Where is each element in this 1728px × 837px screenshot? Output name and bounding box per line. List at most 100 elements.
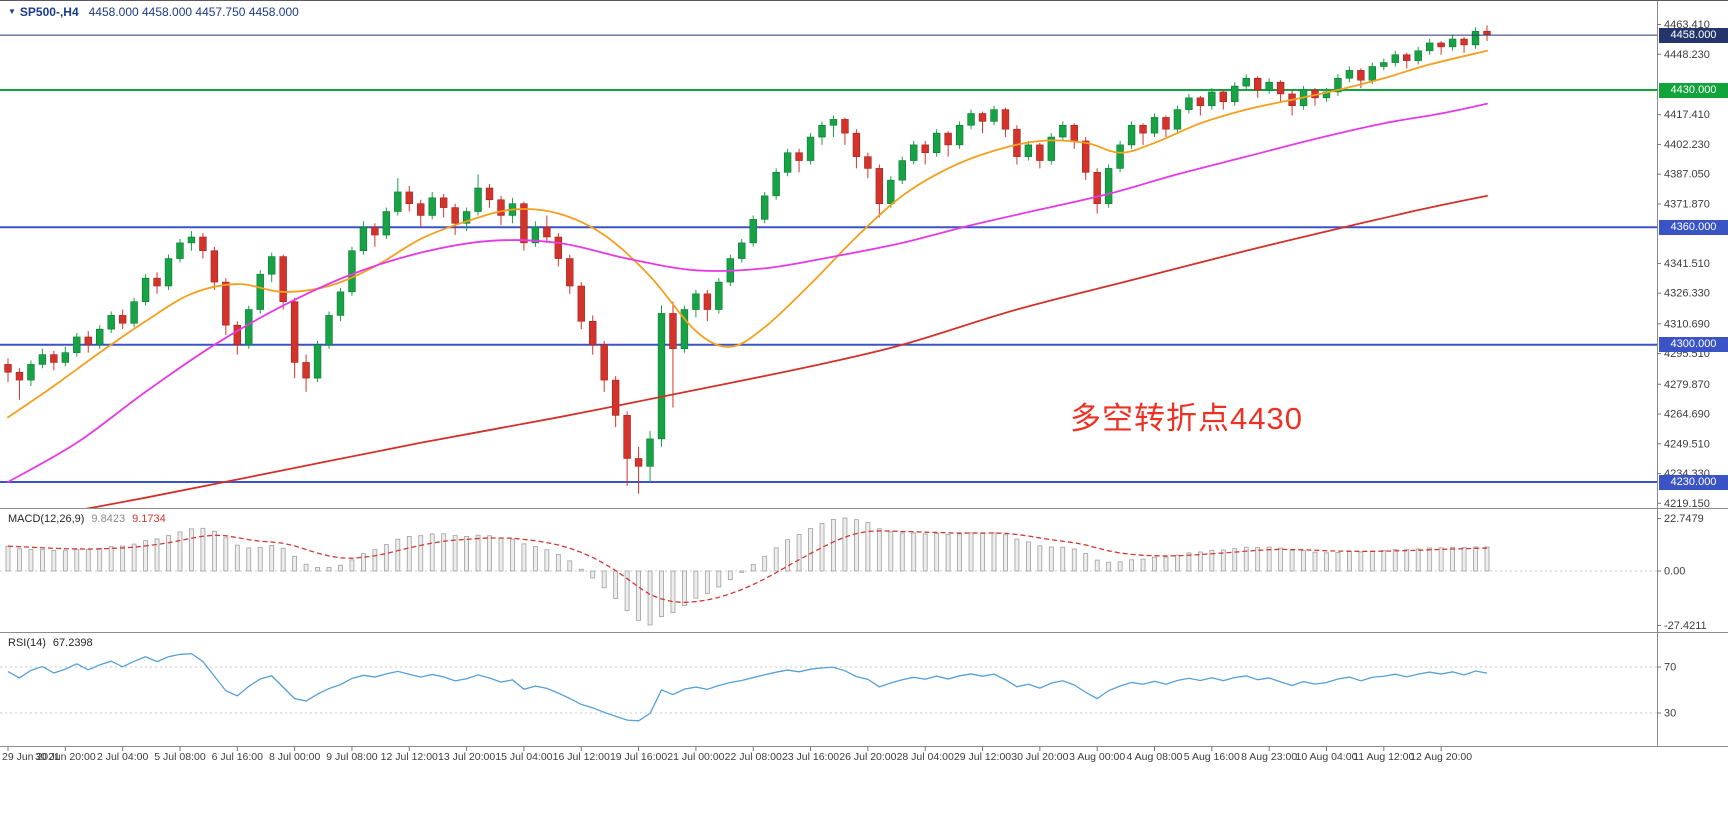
candle — [1036, 144, 1044, 161]
macd-bar — [1106, 561, 1112, 572]
candle — [27, 364, 35, 381]
candle — [783, 152, 792, 173]
time-tick-label: 19 Jul 16:00 — [610, 751, 667, 763]
time-tick-label: 26 Jul 20:00 — [839, 751, 896, 763]
macd-bar — [1243, 546, 1249, 572]
ma-mid-line[interactable] — [7, 102, 1488, 483]
ma-fast-line[interactable] — [7, 49, 1488, 419]
macd-bar — [154, 538, 160, 572]
symbol-dropdown-icon[interactable]: ▼ — [8, 7, 16, 16]
candle — [382, 211, 391, 236]
candle — [1276, 81, 1285, 95]
macd-bar — [1278, 547, 1284, 572]
price-tick-label: 4326.330 — [1664, 288, 1710, 300]
price-badge-4230.000: 4230.000 — [1659, 474, 1728, 490]
candle — [738, 242, 746, 259]
candle — [222, 281, 230, 326]
price-tick-label: 4448.230 — [1664, 49, 1710, 61]
price-tick-label: 4249.510 — [1664, 438, 1710, 450]
ma-slow-line[interactable] — [8, 194, 1488, 523]
macd-bar — [429, 533, 435, 572]
candle — [245, 309, 253, 346]
candle — [1104, 168, 1113, 204]
macd-bar — [1473, 546, 1478, 572]
macd-bar — [1071, 548, 1077, 572]
time-tick-label: 2 Jul 04:00 — [97, 751, 149, 763]
macd-bar — [1083, 553, 1089, 572]
candle — [1093, 172, 1101, 204]
candle — [818, 124, 826, 138]
macd-bar — [28, 549, 34, 572]
price-tick-label: 4310.690 — [1664, 318, 1710, 330]
candle — [1345, 70, 1354, 79]
macd-bar — [464, 535, 470, 572]
main-pane[interactable] — [0, 25, 1657, 523]
macd-bar — [1369, 550, 1375, 572]
candle — [1391, 54, 1399, 63]
candle — [1013, 128, 1021, 157]
macd-bar — [750, 564, 756, 572]
macd-bar — [17, 548, 22, 572]
macd-bar — [980, 532, 985, 572]
macd-indicator-label: MACD(12,26,9) 9.8423 9.1734 — [8, 513, 166, 525]
candle — [1380, 62, 1388, 67]
candle — [1185, 97, 1193, 110]
candle — [577, 285, 585, 322]
candle — [336, 291, 345, 316]
macd-bar — [395, 538, 401, 572]
candle — [634, 458, 643, 467]
candle — [1242, 77, 1250, 87]
candle — [944, 132, 952, 146]
time-tick-label: 16 Jul 12:00 — [553, 751, 610, 763]
candle — [1425, 42, 1434, 52]
candle — [554, 236, 563, 259]
candle — [967, 113, 975, 126]
candle — [1162, 117, 1170, 130]
macd-bar — [223, 537, 229, 572]
macd-scale-label: 22.7479 — [1664, 513, 1704, 525]
macd-bar — [578, 568, 584, 572]
macd-bar — [1014, 538, 1020, 572]
time-tick-label: 22 Jul 08:00 — [725, 751, 782, 763]
macd-bar — [1324, 552, 1329, 572]
candle — [1196, 97, 1205, 106]
price-badge-4430.000: 4430.000 — [1659, 82, 1728, 98]
macd-bar — [1415, 548, 1421, 572]
candle — [439, 197, 448, 208]
macd-bar — [97, 548, 103, 572]
macd-bar — [659, 570, 664, 617]
candle — [1208, 91, 1216, 106]
candle — [313, 344, 322, 379]
macd-bar — [590, 570, 596, 579]
macd-bar — [85, 549, 91, 572]
macd-bar — [1301, 550, 1306, 572]
time-tick-label: 8 Jul 00:00 — [269, 751, 321, 763]
candle — [61, 352, 70, 363]
time-tick-label: 3 Aug 00:00 — [1069, 751, 1125, 763]
macd-bar — [131, 543, 137, 572]
price-tick-label: 4387.050 — [1664, 169, 1710, 181]
candle — [1116, 144, 1124, 169]
macd-bar — [968, 532, 974, 572]
macd-bar — [1461, 547, 1467, 572]
macd-bar — [1404, 549, 1410, 572]
candle — [1403, 54, 1411, 61]
macd-bar — [1152, 556, 1157, 572]
macd-bar — [1186, 552, 1192, 572]
macd-signal-line — [7, 530, 1487, 604]
macd-bar — [1381, 550, 1387, 572]
chart-annotation-text[interactable]: 多空转折点4430 — [1070, 401, 1303, 436]
candle — [153, 277, 161, 287]
macd-bar — [934, 532, 940, 572]
candle — [543, 226, 551, 238]
candle — [531, 226, 540, 244]
macd-bar — [1175, 554, 1180, 572]
macd-bar — [372, 549, 378, 572]
candle — [1460, 38, 1468, 46]
macd-bar — [808, 528, 813, 572]
macd-bar — [406, 536, 412, 572]
macd-bar — [441, 533, 447, 572]
